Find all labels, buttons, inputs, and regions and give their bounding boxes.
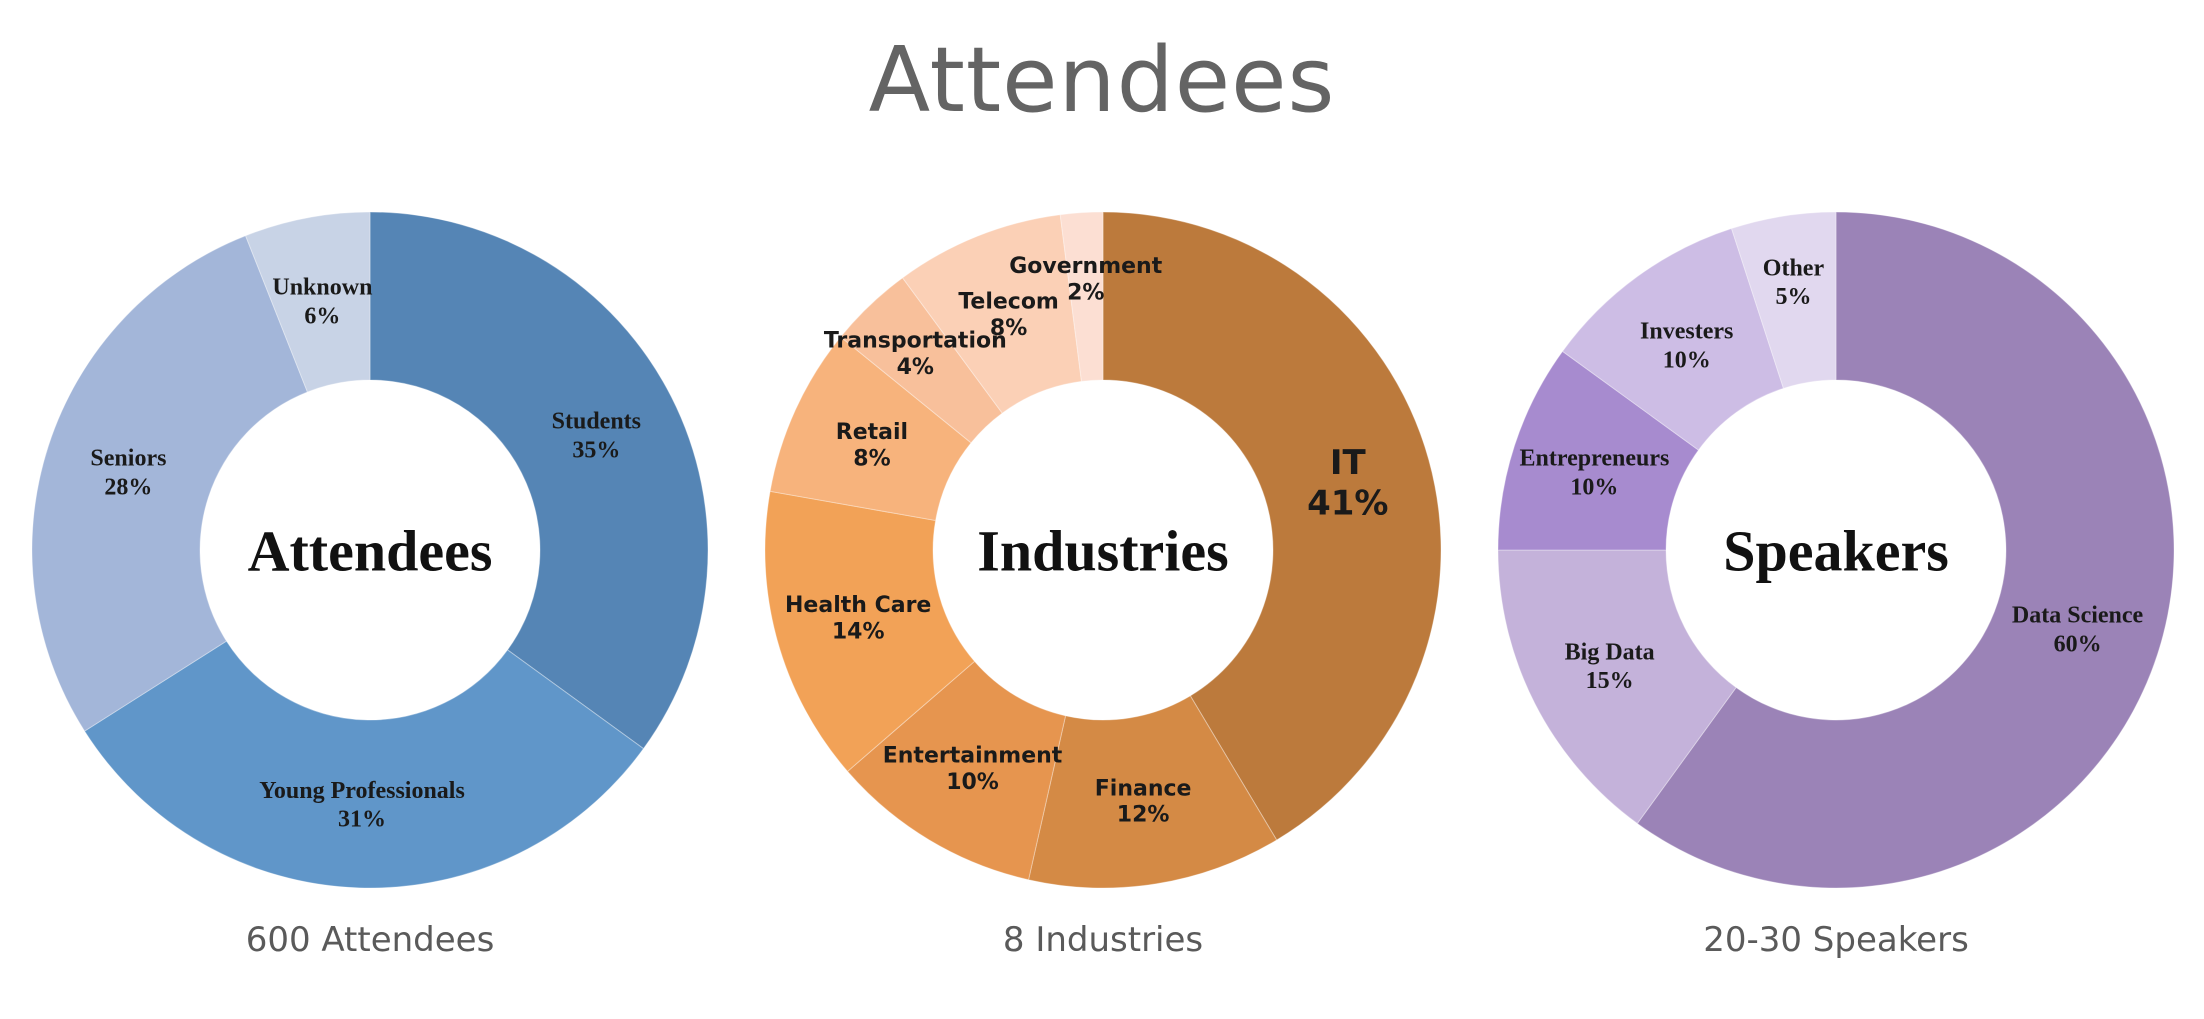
industries-value-government: 2% <box>1067 280 1104 305</box>
industries-label-entertainment: Entertainment <box>883 743 1063 768</box>
speakers-slice-data-science <box>1636 211 2175 889</box>
attendees-slice-students <box>369 211 709 750</box>
industries-value-health-care: 14% <box>832 620 885 645</box>
industries-value-transportation: 4% <box>897 355 934 380</box>
speakers-center-label: Speakers <box>1723 518 1949 583</box>
speakers-slice-entrepreneurs <box>1497 350 1700 551</box>
industries-slice-it <box>1102 211 1442 841</box>
attendees-value-unknown: 6% <box>304 303 340 329</box>
industries-label-health-care: Health Care <box>785 593 931 618</box>
industries-slice-government <box>1059 211 1104 382</box>
industries-label-it: IT <box>1330 443 1367 483</box>
attendees-value-young-professionals: 31% <box>338 807 386 833</box>
industries-slice-entertainment <box>846 660 1067 881</box>
industries-value-it: 41% <box>1307 484 1388 524</box>
speakers-slice-investers <box>1561 227 1785 451</box>
industries-label-finance: Finance <box>1095 776 1192 801</box>
industries-value-retail: 8% <box>853 446 890 471</box>
speakers-value-investers: 10% <box>1663 347 1711 373</box>
industries-value-telecom: 8% <box>990 316 1027 341</box>
attendees-value-seniors: 28% <box>104 474 152 500</box>
attendees-center-label: Attendees <box>248 518 493 583</box>
speakers-value-data-science: 60% <box>2054 631 2102 657</box>
attendees-slice-seniors <box>31 235 309 732</box>
industries-slice-telecom <box>901 214 1083 414</box>
industries-donut-chart: IT 41% Finance 12% Entertainment 10% Health Ca… <box>753 200 1453 900</box>
attendees-slice-young-professionals <box>83 640 645 889</box>
industries-slice-finance <box>1027 695 1278 889</box>
speakers-label-data-science: Data Science <box>2012 602 2144 628</box>
speakers-label-other: Other <box>1763 255 1825 281</box>
attendees-donut-chart: Students 35% Young Professionals 31% Seniors… <box>20 200 720 900</box>
industries-value-finance: 12% <box>1117 803 1170 828</box>
speakers-value-other: 5% <box>1775 284 1811 310</box>
speakers-slice-other <box>1730 211 1837 389</box>
speakers-value-entrepreneurs: 10% <box>1570 474 1618 500</box>
industries-slice-transportation <box>839 277 1003 444</box>
industries-caption: 8 Industries <box>1002 920 1204 960</box>
attendees-label-young-professionals: Young Professionals <box>259 778 465 804</box>
speakers-caption: 20-30 Speakers <box>1703 920 1969 960</box>
industries-slice-health-care <box>764 490 976 773</box>
industries-label-telecom: Telecom <box>958 290 1059 315</box>
attendees-label-unknown: Unknown <box>272 274 372 300</box>
attendees-label-seniors: Seniors <box>90 446 166 472</box>
speakers-donut-chart: Data Science 60% Big Data 15% Entrepreneurs 1… <box>1486 200 2186 900</box>
attendees-label-students: Students <box>552 409 641 435</box>
industries-label-government: Government <box>1009 254 1162 279</box>
attendees-slice-unknown <box>244 211 371 393</box>
speakers-label-big-data: Big Data <box>1565 639 1655 665</box>
speakers-label-entrepreneurs: Entrepreneurs <box>1520 446 1670 472</box>
industries-center-label: Industries <box>977 518 1228 583</box>
speakers-slice-big-data <box>1497 549 1737 825</box>
attendees-caption: 600 Attendees <box>245 920 495 960</box>
industries-label-retail: Retail <box>836 420 908 445</box>
industries-label-transportation: Transportation <box>824 329 1007 354</box>
industries-value-entertainment: 10% <box>946 770 999 795</box>
page-title: Attendees <box>868 28 1336 133</box>
speakers-value-big-data: 15% <box>1586 668 1634 694</box>
speakers-label-investers: Investers <box>1640 319 1733 345</box>
attendees-value-students: 35% <box>572 437 620 463</box>
industries-slice-retail <box>769 336 972 522</box>
